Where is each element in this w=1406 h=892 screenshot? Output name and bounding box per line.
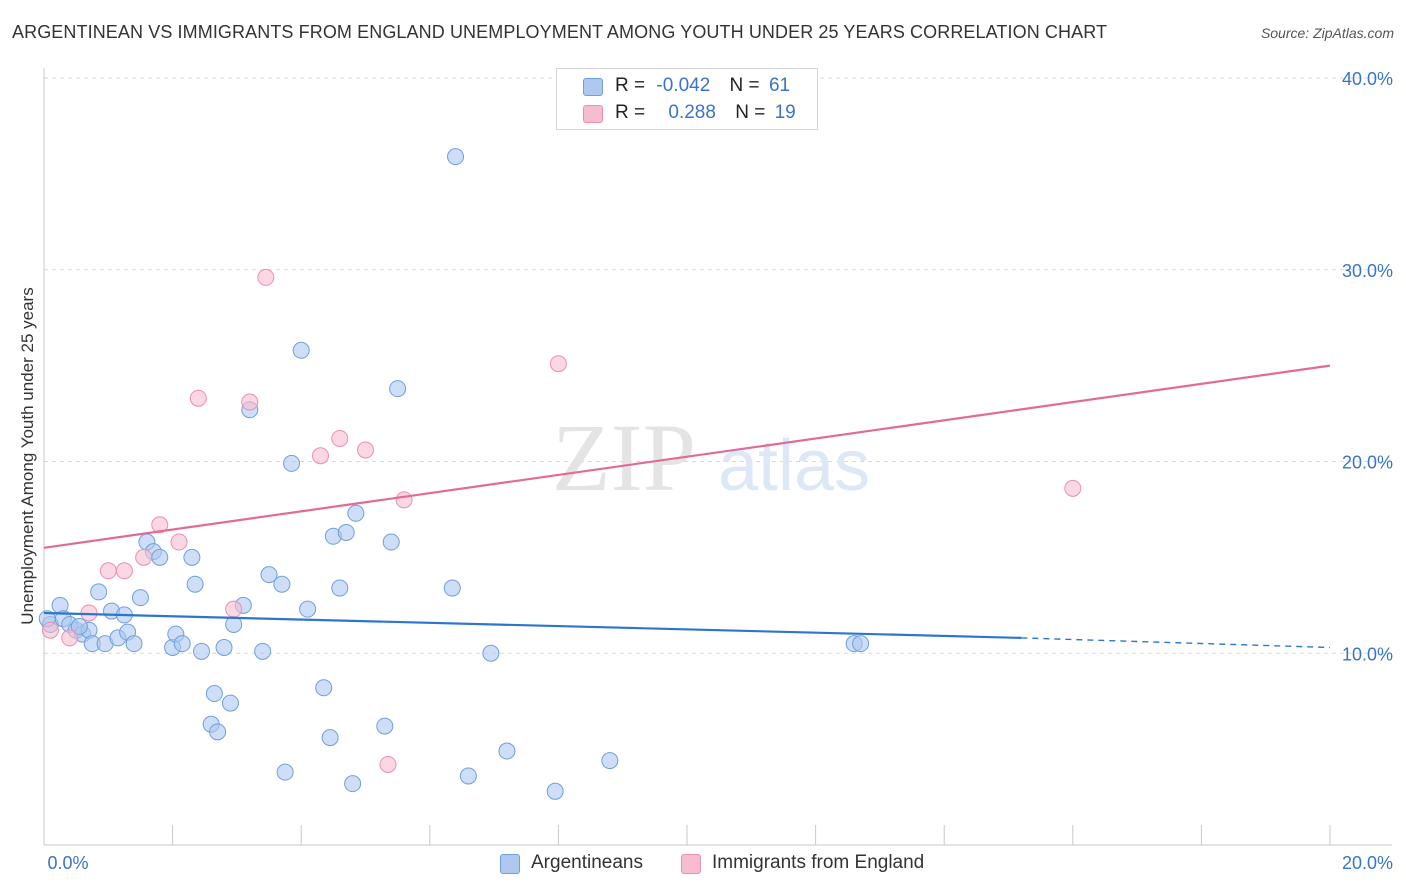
argentinean-point	[205, 685, 223, 703]
legend-label-england: Immigrants from England	[712, 852, 925, 873]
england-r-value: 0.288	[668, 102, 716, 123]
england-point	[61, 629, 79, 647]
england-n-label: N =	[735, 102, 766, 123]
england-point	[241, 393, 259, 411]
argentinean-point	[299, 600, 317, 618]
argentineans-trend-extension	[1021, 637, 1331, 649]
england-r-label: R =	[615, 102, 646, 123]
england-point	[1064, 479, 1082, 497]
argentinean-point	[70, 617, 88, 635]
argentinean-point	[215, 638, 233, 656]
england-point	[379, 755, 397, 773]
argentinean-point	[254, 642, 272, 660]
argentinean-point	[382, 533, 400, 551]
argentinean-point	[376, 717, 394, 735]
england-point	[115, 562, 133, 580]
argentinean-point	[546, 782, 564, 800]
england-n-value: 19	[774, 102, 796, 123]
england-point	[549, 355, 567, 373]
england-point	[151, 516, 169, 534]
argentineans-stat-row: R = -0.042 N = 61	[615, 75, 790, 97]
watermark: ZIP atlas	[552, 404, 870, 511]
watermark-atlas: atlas	[718, 426, 870, 506]
england-point	[311, 447, 329, 465]
y-tick-label: 30.0%	[1342, 261, 1393, 281]
argentinean-point	[273, 575, 291, 593]
x-tick-label: 0.0%	[47, 853, 88, 873]
argentineans-n-value: 61	[768, 75, 791, 96]
england-stat-swatch	[583, 105, 603, 123]
argentinean-point	[183, 548, 201, 566]
argentineans-r-value: -0.042	[656, 75, 711, 96]
argentinean-point	[276, 763, 294, 781]
argentinean-point	[347, 504, 365, 522]
argentinean-point	[221, 694, 239, 712]
argentinean-point	[209, 723, 227, 741]
argentineans-trend-line	[43, 611, 1022, 640]
argentineans-r-label: R =	[615, 75, 646, 96]
argentinean-point	[260, 566, 278, 584]
chart-source: Source: ZipAtlas.com	[1260, 25, 1394, 41]
argentinean-point	[315, 679, 333, 697]
england-point	[135, 548, 153, 566]
argentinean-point	[443, 579, 461, 597]
argentinean-point	[321, 729, 339, 747]
argentinean-point	[389, 380, 407, 398]
england-point	[225, 600, 243, 618]
legend-swatch-argentineans	[500, 854, 520, 874]
axis-layer: 10.0% 20.0% 30.0% 40.0% 0.0% 20.0%	[43, 68, 1393, 873]
x-tick-label: 20.0%	[1342, 853, 1393, 873]
legend: Argentineans Immigrants from England	[0, 852, 1406, 878]
legend-swatch-england	[681, 854, 701, 874]
correlation-stats-box: R = -0.042 N = 61 R = 0.288 N = 19	[556, 68, 818, 130]
england-stat-row: R = 0.288 N = 19	[615, 102, 796, 124]
argentinean-point	[344, 775, 362, 793]
argentinean-point	[151, 548, 169, 566]
argentinean-point	[125, 635, 143, 653]
trend-layer	[43, 364, 1331, 649]
argentinean-point	[852, 635, 870, 653]
points-layer	[38, 148, 1082, 800]
argentinean-point	[292, 341, 310, 359]
england-point	[41, 621, 59, 639]
chart-title: ARGENTINEAN VS IMMIGRANTS FROM ENGLAND U…	[12, 22, 1108, 42]
argentinean-point	[131, 589, 149, 607]
argentinean-point	[186, 575, 204, 593]
legend-label-argentineans: Argentineans	[531, 852, 643, 873]
argentinean-point	[337, 523, 355, 541]
england-point	[395, 491, 413, 509]
argentineans-n-label: N =	[729, 75, 760, 96]
y-axis-label: Unemployment Among Youth under 25 years	[18, 287, 37, 625]
england-trend-line	[43, 364, 1331, 549]
argentinean-point	[193, 642, 211, 660]
england-point	[99, 562, 117, 580]
argentinean-point	[447, 148, 465, 166]
argentinean-point	[283, 454, 301, 472]
england-point	[331, 429, 349, 447]
grid-layer	[44, 77, 1392, 654]
y-tick-label: 10.0%	[1342, 644, 1393, 664]
argentinean-point	[459, 767, 477, 785]
england-point	[357, 441, 374, 459]
argentinean-point	[601, 752, 619, 770]
y-tick-label: 20.0%	[1342, 453, 1393, 473]
argentinean-point	[173, 635, 191, 653]
england-point	[189, 389, 207, 407]
argentinean-point	[90, 583, 108, 601]
argentinean-point	[482, 644, 500, 662]
watermark-zip: ZIP	[552, 404, 696, 511]
argentinean-point	[331, 579, 349, 597]
england-point	[170, 533, 188, 551]
england-point	[257, 268, 275, 286]
y-tick-label: 40.0%	[1342, 69, 1393, 89]
argentinean-point	[498, 742, 516, 760]
argentineans-stat-swatch	[583, 78, 603, 96]
